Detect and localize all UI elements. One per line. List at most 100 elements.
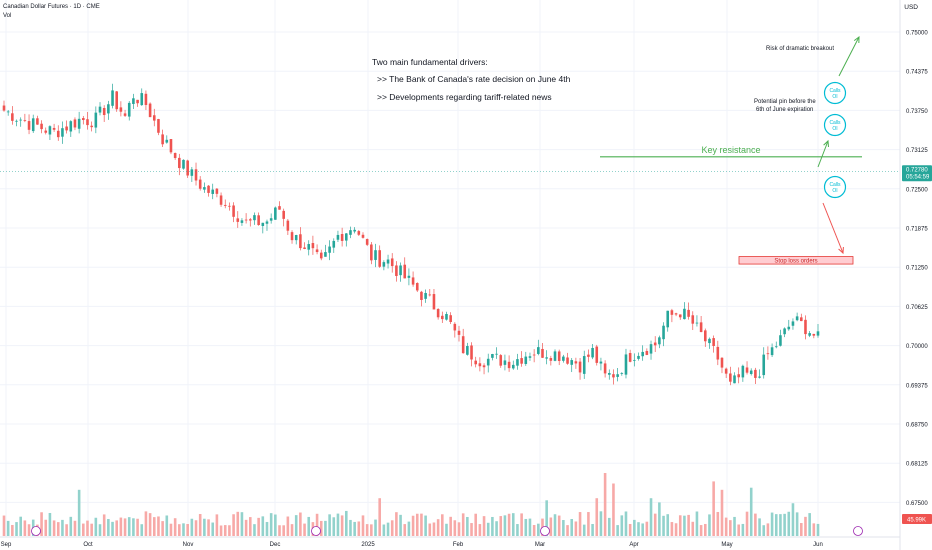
price-axis: 0.75000 0.74375 0.73750 0.73125 0.72500 0.718… — [899, 0, 932, 550]
volume-bar — [169, 523, 173, 536]
candle-body — [165, 139, 169, 143]
candle-body — [19, 119, 22, 121]
candle-body — [315, 249, 319, 253]
candle-body — [678, 314, 682, 318]
volume-bar — [52, 520, 56, 536]
candle-body — [787, 326, 791, 330]
candle-body — [695, 322, 699, 324]
candle-body — [127, 102, 131, 117]
candle-body — [633, 359, 636, 361]
candle-body — [658, 337, 661, 345]
candle-body — [783, 328, 786, 335]
pin-label-line2: 6th of June expiration — [756, 107, 814, 113]
candle-body — [353, 229, 356, 232]
volume-bar — [499, 516, 503, 536]
price-tick-label: 0.70625 — [906, 305, 928, 311]
price-tick-label: 0.75000 — [906, 31, 928, 37]
candle-body — [441, 315, 444, 320]
calls-oi-label: Calls — [829, 88, 841, 94]
candle-body — [574, 361, 578, 364]
time-tick-label: Apr — [629, 542, 638, 548]
candle-body — [52, 127, 56, 130]
candle-body — [340, 234, 344, 241]
breakout-arrow-head — [853, 35, 860, 44]
volume-bar — [370, 524, 373, 536]
candle-body — [169, 139, 173, 153]
candle-body — [15, 120, 18, 122]
volume-bar — [507, 513, 511, 536]
candle-body — [61, 128, 64, 137]
volume-bar — [808, 513, 811, 536]
candle-body — [186, 160, 189, 176]
candle-body — [612, 374, 615, 378]
candle-body — [624, 354, 628, 375]
volume-bar — [386, 522, 390, 536]
calls-oi-circle — [823, 113, 847, 137]
candle-body — [324, 252, 327, 257]
volume-bar — [265, 521, 269, 536]
volume-bar — [424, 515, 427, 536]
volume-bar — [491, 516, 494, 536]
volume-bar — [703, 523, 707, 536]
candle-body — [591, 347, 594, 358]
candle-body — [223, 204, 227, 206]
candle-body — [595, 346, 599, 363]
event-marker-icon — [853, 526, 863, 536]
volume-bar — [687, 514, 690, 536]
volume-bar — [566, 525, 569, 536]
candle-body — [203, 187, 206, 190]
volume-bar — [624, 511, 628, 536]
volume-bar — [152, 517, 156, 536]
candle-body — [758, 376, 761, 378]
candle-body — [461, 336, 465, 354]
calls-oi-label: Calls — [829, 120, 841, 126]
volume-badge-value: 45.99K — [907, 518, 926, 524]
candle-body — [420, 291, 423, 300]
candle-body — [386, 259, 390, 264]
volume-bar — [691, 521, 695, 536]
candle-body — [808, 333, 811, 336]
volume-bar — [779, 514, 782, 536]
time-tick-label: Jun — [813, 542, 823, 548]
candle-body — [670, 310, 674, 315]
volume-bar — [683, 515, 686, 536]
candle-body — [566, 357, 569, 364]
volume-bar — [645, 521, 649, 536]
candle-body — [628, 353, 632, 362]
candle-body — [248, 219, 252, 221]
volume-bar — [666, 514, 670, 536]
candle-body — [48, 126, 52, 135]
calls-oi-label: Calls — [829, 182, 841, 188]
volume-bar — [274, 514, 277, 536]
volume-bar — [724, 517, 728, 536]
pin-arrow — [817, 140, 829, 168]
volume-bar — [770, 512, 774, 536]
candle-body — [432, 294, 436, 310]
candle-body — [370, 244, 373, 261]
volume-bar — [77, 489, 81, 536]
candle-body — [495, 353, 498, 355]
candle-body — [415, 283, 419, 291]
volume-bar — [294, 515, 298, 536]
calls-oi-label: OI — [832, 126, 837, 132]
volume-bar — [741, 523, 745, 536]
candle-body — [616, 374, 619, 377]
volume-bar — [282, 525, 285, 536]
volume-badge — [902, 514, 932, 524]
candle-body — [361, 234, 365, 238]
volume-bar — [637, 522, 640, 536]
calls-oi-label: OI — [832, 188, 837, 194]
candle-body — [182, 159, 185, 169]
volume-bar — [649, 498, 653, 536]
candle-body — [774, 346, 778, 348]
candle-body — [207, 185, 210, 193]
volume-bar — [612, 483, 615, 536]
candle-body — [294, 235, 298, 241]
candle-body — [779, 335, 782, 346]
volume-bar — [466, 516, 469, 536]
volume-bar — [495, 521, 498, 536]
candle-body — [428, 294, 432, 296]
candle-body — [44, 130, 48, 133]
downside-arrow-head — [838, 246, 844, 255]
